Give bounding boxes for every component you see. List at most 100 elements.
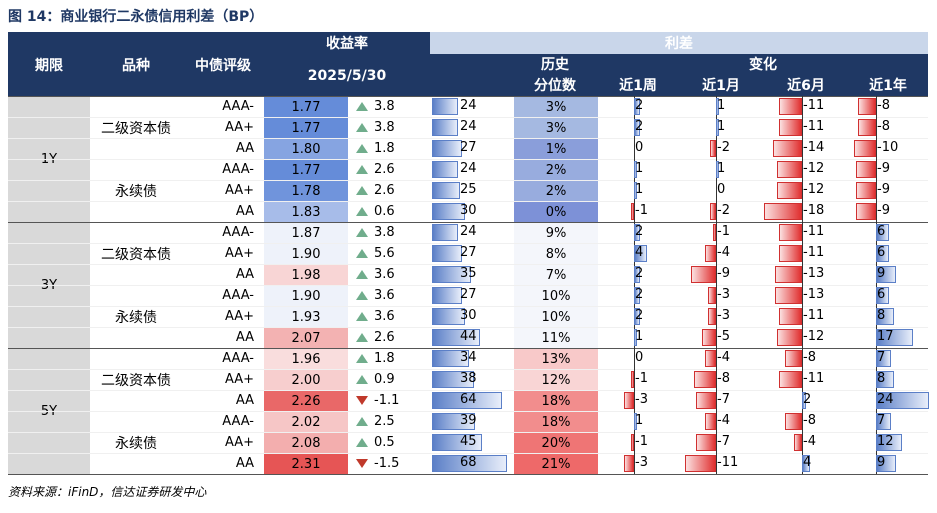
header-m6: 近6月 bbox=[787, 78, 825, 94]
change-value-y1: 8 bbox=[877, 308, 886, 323]
yield-change-value: 0.5 bbox=[374, 435, 395, 450]
header-w1: 近1周 bbox=[619, 78, 657, 94]
up-arrow-icon bbox=[356, 165, 368, 174]
block-divider bbox=[8, 348, 928, 349]
yield-change-cell: 0.5 bbox=[348, 432, 430, 453]
yield-cell: 1.77 bbox=[264, 160, 348, 180]
yield-change-value: 0.6 bbox=[374, 204, 395, 219]
yield-cell: 2.00 bbox=[264, 370, 348, 390]
spread-value: 68 bbox=[460, 455, 477, 470]
source-note: 资料来源：iFinD，信达证券研发中心 bbox=[8, 485, 207, 499]
change-value-y1: -8 bbox=[877, 98, 890, 113]
yield-change-value: 1.8 bbox=[374, 351, 395, 366]
change-value-m6: -18 bbox=[803, 203, 825, 218]
change-value-y1: -9 bbox=[877, 161, 890, 176]
up-arrow-icon bbox=[356, 102, 368, 111]
yield-cell: 1.90 bbox=[264, 286, 348, 306]
change-bar-y1 bbox=[876, 371, 894, 388]
yield-change-cell: 2.6 bbox=[348, 159, 430, 180]
spread-value: 30 bbox=[460, 308, 477, 323]
change-bar-y1 bbox=[876, 329, 914, 346]
change-bar-w1 bbox=[634, 182, 638, 199]
percentile-cell: 0% bbox=[514, 202, 598, 222]
type-cell: 二级资本债 bbox=[101, 246, 171, 263]
spread-value: 24 bbox=[460, 224, 477, 239]
change-bar-w1 bbox=[634, 308, 641, 325]
change-value-y1: 9 bbox=[877, 266, 886, 281]
change-axis bbox=[802, 411, 803, 432]
change-axis bbox=[716, 285, 717, 306]
change-bar-w1 bbox=[630, 203, 634, 220]
table-bottom-line bbox=[8, 474, 928, 475]
spread-value: 39 bbox=[460, 413, 477, 428]
row-divider bbox=[8, 285, 928, 286]
spread-value: 24 bbox=[460, 98, 477, 113]
change-value-m1: -4 bbox=[717, 413, 730, 428]
rating-cell: AAA- bbox=[222, 99, 254, 114]
row-divider bbox=[8, 432, 928, 433]
up-arrow-icon bbox=[356, 354, 368, 363]
percentile-cell: 12% bbox=[514, 370, 598, 390]
spread-bar bbox=[432, 371, 474, 388]
change-axis bbox=[876, 96, 877, 117]
change-value-m1: -11 bbox=[717, 455, 739, 470]
change-bar-m1 bbox=[716, 161, 719, 178]
yield-change-value: 2.6 bbox=[374, 183, 395, 198]
change-value-w1: -3 bbox=[635, 455, 648, 470]
header-yield-group: 收益率 bbox=[264, 32, 430, 54]
up-arrow-icon bbox=[356, 249, 368, 258]
change-value-m1: -4 bbox=[717, 350, 730, 365]
change-value-y1: 12 bbox=[877, 434, 894, 449]
spread-bar bbox=[432, 182, 460, 199]
spread-bar bbox=[432, 161, 458, 178]
spread-value: 45 bbox=[460, 434, 477, 449]
change-value-m1: -1 bbox=[717, 224, 730, 239]
rating-cell: AAA- bbox=[222, 288, 254, 303]
change-value-m1: -5 bbox=[717, 329, 730, 344]
change-bar-m6 bbox=[802, 455, 811, 472]
up-arrow-icon bbox=[356, 270, 368, 279]
row-divider bbox=[8, 369, 928, 370]
header-bg-right bbox=[430, 54, 928, 96]
rating-cell: AAA- bbox=[222, 162, 254, 177]
change-bar-y1 bbox=[876, 413, 892, 430]
rating-cell: AA bbox=[235, 267, 254, 282]
change-bar-m6 bbox=[776, 161, 802, 178]
change-axis bbox=[876, 201, 877, 222]
yield-change-cell: 3.8 bbox=[348, 96, 430, 117]
change-bar-m6 bbox=[772, 140, 802, 157]
change-axis bbox=[716, 306, 717, 327]
spread-value: 27 bbox=[460, 287, 477, 302]
spread-value: 34 bbox=[460, 350, 477, 365]
change-bar-m1 bbox=[696, 434, 716, 451]
yield-cell: 1.78 bbox=[264, 181, 348, 201]
percentile-cell: 18% bbox=[514, 391, 598, 411]
yield-change-value: -1.5 bbox=[374, 456, 400, 471]
rating-cell: AA+ bbox=[224, 183, 254, 198]
change-bar-m6 bbox=[802, 392, 807, 409]
change-bar-m6 bbox=[778, 245, 802, 262]
change-bar-m6 bbox=[774, 287, 802, 304]
change-value-m1: 1 bbox=[717, 98, 726, 113]
change-value-w1: -1 bbox=[635, 371, 648, 386]
change-value-m1: -9 bbox=[717, 266, 730, 281]
change-axis bbox=[802, 348, 803, 369]
spread-bar bbox=[432, 287, 462, 304]
yield-cell: 1.98 bbox=[264, 265, 348, 285]
yield-change-value: 3.8 bbox=[374, 120, 395, 135]
change-axis bbox=[802, 264, 803, 285]
header-change: 变化 bbox=[749, 57, 777, 73]
change-bar-y1 bbox=[876, 392, 929, 409]
spread-value: 24 bbox=[460, 119, 477, 134]
change-value-y1: 6 bbox=[877, 287, 886, 302]
spread-bar bbox=[432, 119, 458, 136]
type-cell: 二级资本债 bbox=[101, 120, 171, 137]
rating-cell: AA bbox=[235, 456, 254, 471]
yield-change-cell: -1.1 bbox=[348, 390, 430, 411]
change-bar-m1 bbox=[710, 140, 716, 157]
yield-change-cell: 1.8 bbox=[348, 348, 430, 369]
change-bar-y1 bbox=[876, 266, 896, 283]
header-rating: 中债评级 bbox=[195, 58, 251, 74]
change-value-m6: -14 bbox=[803, 140, 825, 155]
spread-value: 30 bbox=[460, 203, 477, 218]
